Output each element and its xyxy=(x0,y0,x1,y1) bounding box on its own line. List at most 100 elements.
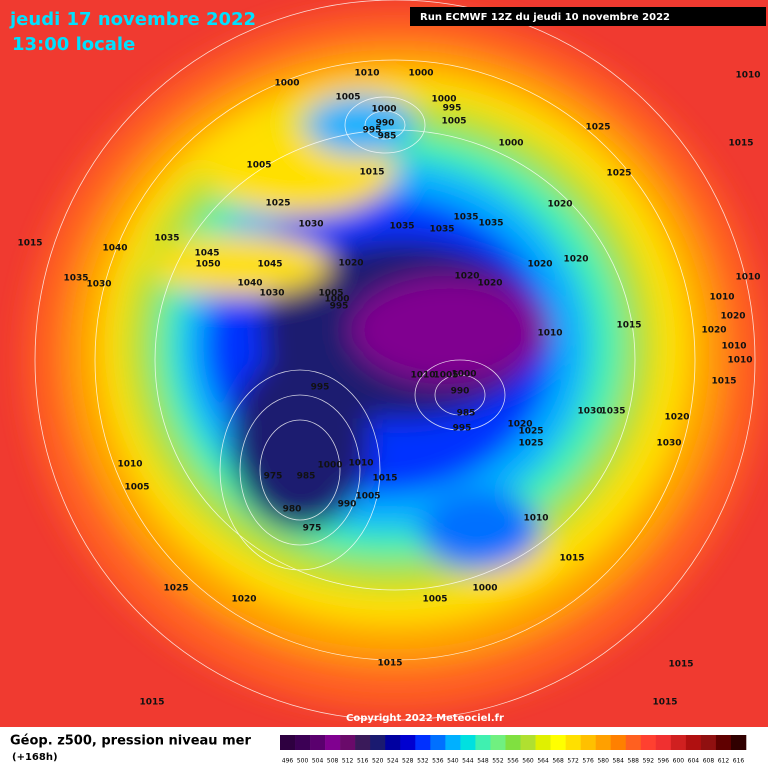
copyright: Copyright 2022 Meteociel.fr xyxy=(346,713,504,724)
pressure-label: 1010 xyxy=(709,293,734,303)
scale-label: 544 xyxy=(462,758,474,765)
forecast-date: jeudi 17 novembre 2022 xyxy=(9,9,256,30)
pressure-label: 1015 xyxy=(372,474,397,484)
scale-label: 608 xyxy=(703,758,715,765)
pressure-label: 1020 xyxy=(547,200,572,210)
color-swatch xyxy=(355,735,371,750)
pressure-label: 1005 xyxy=(441,117,466,127)
pressure-label: 1015 xyxy=(668,660,693,670)
pressure-label: 1005 xyxy=(433,371,458,381)
scale-label: 552 xyxy=(492,758,504,765)
pressure-label: 995 xyxy=(363,126,382,136)
pressure-label: 1010 xyxy=(348,459,373,469)
color-swatch xyxy=(730,735,747,750)
color-swatch xyxy=(325,735,341,750)
pressure-label: 985 xyxy=(297,472,316,482)
color-swatch xyxy=(385,735,401,750)
pressure-label: 1020 xyxy=(720,312,745,322)
pressure-label: 1025 xyxy=(585,123,610,133)
pressure-label: 975 xyxy=(303,524,322,534)
pressure-label: 1005 xyxy=(335,93,360,103)
pressure-label: 1030 xyxy=(86,280,111,290)
pressure-label: 1040 xyxy=(102,244,127,254)
pressure-labels: 1010 100010001005100010009951005990995985… xyxy=(17,69,760,708)
scale-label: 500 xyxy=(297,758,309,765)
scale-label: 536 xyxy=(432,758,444,765)
color-swatch xyxy=(445,735,461,750)
pressure-label: 1010 xyxy=(117,460,142,470)
legend-title: Géop. z500, pression niveau mer xyxy=(10,734,251,749)
pressure-label: 1025 xyxy=(265,199,290,209)
pressure-label: 1035 xyxy=(478,219,503,229)
color-swatch xyxy=(670,735,687,750)
pressure-label: 1010 xyxy=(735,273,760,283)
pressure-label: 975 xyxy=(264,472,283,482)
pressure-label: 1030 xyxy=(259,289,284,299)
scale-label: 596 xyxy=(658,758,670,765)
pressure-label: 1005 xyxy=(246,161,271,171)
color-swatch xyxy=(415,735,431,750)
pressure-label: 1035 xyxy=(154,234,179,244)
pressure-label: 1020 xyxy=(507,420,532,430)
pressure-label: 1050 xyxy=(195,260,220,270)
scale-label: 512 xyxy=(342,758,354,765)
scale-label: 572 xyxy=(567,758,579,765)
pressure-label: 995 xyxy=(453,424,472,434)
pressure-label: 1005 xyxy=(422,595,447,605)
pressure-label: 1010 xyxy=(721,342,746,352)
color-swatch xyxy=(550,735,566,750)
field-background xyxy=(0,0,768,727)
pressure-label: 1015 xyxy=(728,139,753,149)
pressure-label: 1010 xyxy=(727,356,752,366)
pressure-label: 1035 xyxy=(429,225,454,235)
pressure-label: 1015 xyxy=(139,698,164,708)
scale-label: 592 xyxy=(643,758,655,765)
pressure-label: 1025 xyxy=(518,439,543,449)
pressure-label: 1045 xyxy=(194,249,219,259)
pressure-label: 980 xyxy=(283,505,302,515)
pressure-label: 1020 xyxy=(454,272,479,282)
run-box xyxy=(410,7,766,26)
scale-label: 520 xyxy=(372,758,384,765)
pressure-label: 1000 xyxy=(408,69,433,79)
color-swatch xyxy=(370,735,386,750)
run-info: Run ECMWF 12Z du jeudi 10 novembre 2022 xyxy=(420,12,670,23)
color-swatch xyxy=(610,735,627,750)
scale-label: 548 xyxy=(477,758,489,765)
pressure-label: 995 xyxy=(311,383,330,393)
color-swatch xyxy=(310,735,326,750)
pressure-label: 1025 xyxy=(606,169,631,179)
scale-label: 560 xyxy=(522,758,534,765)
scale-label: 588 xyxy=(628,758,640,765)
pressure-label: 1020 xyxy=(338,259,363,269)
scale-label: 504 xyxy=(312,758,324,765)
pressure-label: 1015 xyxy=(559,554,584,564)
pressure-label: 1035 xyxy=(63,274,88,284)
scale-label: 528 xyxy=(402,758,414,765)
pressure-label: 1010 xyxy=(735,71,760,81)
color-swatch xyxy=(535,735,551,750)
scale-label: 496 xyxy=(282,758,294,765)
pressure-label: 1000 xyxy=(274,79,299,89)
color-swatch xyxy=(565,735,581,750)
pressure-label: 1015 xyxy=(711,377,736,387)
color-scale: 496 500 504 508 512 516 520 524 528 532 536 540 544 5… xyxy=(280,735,747,765)
pressure-label: 1030 xyxy=(298,220,323,230)
scale-label: 580 xyxy=(597,758,609,765)
pressure-label: 990 xyxy=(338,500,357,510)
pressure-label: 1015 xyxy=(652,698,677,708)
scale-label: 564 xyxy=(537,758,549,765)
pressure-label: 1010 xyxy=(537,329,562,339)
scale-label: 516 xyxy=(357,758,369,765)
scale-label: 584 xyxy=(612,758,624,765)
pressure-label: 1020 xyxy=(477,279,502,289)
color-swatch xyxy=(280,735,296,750)
pressure-label: 1015 xyxy=(359,168,384,178)
pressure-label: 1020 xyxy=(664,413,689,423)
scale-label: 600 xyxy=(673,758,685,765)
pressure-label: 995 xyxy=(443,104,462,114)
pressure-label: 1000 xyxy=(451,370,476,380)
pressure-label: 1015 xyxy=(17,239,42,249)
pressure-label: 1000 xyxy=(371,105,396,115)
